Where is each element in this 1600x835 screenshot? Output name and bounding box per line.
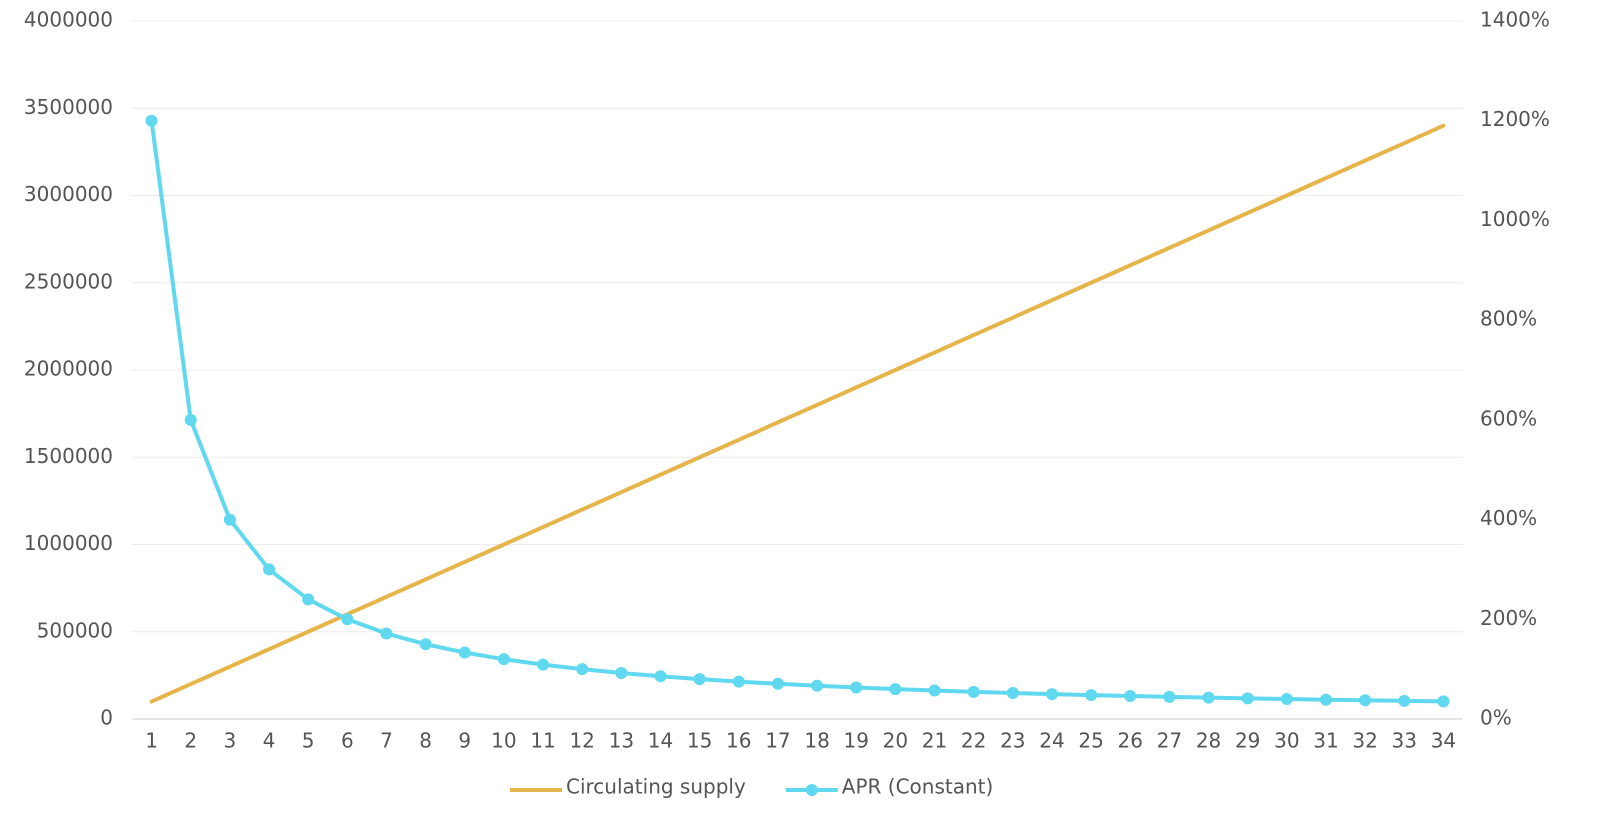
x-tick-label: 24 bbox=[1039, 729, 1064, 753]
y-tick-label: 2500000 bbox=[24, 269, 113, 293]
x-tick-label: 13 bbox=[609, 729, 634, 753]
x-tick-label: 34 bbox=[1431, 729, 1456, 753]
x-tick-label: 18 bbox=[804, 729, 829, 753]
point bbox=[967, 685, 980, 698]
point bbox=[1163, 690, 1176, 703]
series-line bbox=[149, 118, 1446, 704]
y-tick-label: 1500000 bbox=[24, 444, 113, 468]
x-tick-label: 5 bbox=[302, 729, 315, 753]
point bbox=[732, 675, 745, 688]
point bbox=[1398, 694, 1411, 707]
point bbox=[928, 684, 941, 697]
x-tick-label: 16 bbox=[726, 729, 751, 753]
y2-tick-label: 1400% bbox=[1480, 8, 1550, 32]
point bbox=[654, 670, 667, 683]
x-tick-label: 12 bbox=[569, 729, 594, 753]
point bbox=[889, 683, 902, 696]
x-tick-label: 4 bbox=[263, 729, 276, 753]
x-tick-label: 33 bbox=[1392, 729, 1417, 753]
legend-marker bbox=[805, 784, 818, 796]
y2-tick-label: 0% bbox=[1480, 706, 1512, 730]
point bbox=[263, 563, 276, 576]
point bbox=[693, 673, 706, 686]
point bbox=[302, 593, 315, 606]
y2-tick-label: 400% bbox=[1480, 506, 1537, 530]
x-tick-label: 7 bbox=[380, 729, 393, 753]
x-tick-label: 8 bbox=[419, 729, 432, 753]
x-tick-label: 9 bbox=[458, 729, 471, 753]
x-tick-label: 20 bbox=[883, 729, 908, 753]
y2-tick-label: 200% bbox=[1480, 606, 1537, 630]
series-line bbox=[149, 123, 1446, 704]
x-tick-label: 11 bbox=[530, 729, 555, 753]
point bbox=[341, 613, 354, 626]
point bbox=[537, 658, 550, 671]
x-tick-label: 23 bbox=[1000, 729, 1025, 753]
point bbox=[1124, 689, 1137, 702]
y-tick-label: 500000 bbox=[37, 618, 113, 642]
x-tick-label: 30 bbox=[1274, 729, 1299, 753]
y2-tick-label: 1000% bbox=[1480, 207, 1550, 231]
y-tick-label: 3000000 bbox=[24, 182, 113, 206]
x-tick-label: 6 bbox=[341, 729, 354, 753]
legend-label: Circulating supply bbox=[566, 775, 746, 799]
legend-label: APR (Constant) bbox=[842, 775, 994, 799]
y-tick-label: 3500000 bbox=[24, 95, 113, 119]
x-tick-label: 31 bbox=[1313, 729, 1338, 753]
point bbox=[1085, 689, 1098, 702]
x-tick-label: 10 bbox=[491, 729, 516, 753]
point bbox=[615, 666, 628, 679]
x-tick-label: 1 bbox=[145, 729, 158, 753]
x-tick-label: 2 bbox=[184, 729, 197, 753]
y2-tick-label: 800% bbox=[1480, 307, 1537, 331]
point bbox=[576, 663, 589, 676]
point bbox=[771, 677, 784, 690]
point bbox=[145, 114, 158, 127]
x-tick-label: 27 bbox=[1157, 729, 1182, 753]
x-tick-label: 19 bbox=[843, 729, 868, 753]
x-tick-label: 14 bbox=[648, 729, 673, 753]
point bbox=[1202, 691, 1215, 704]
x-tick-label: 21 bbox=[922, 729, 947, 753]
point bbox=[1045, 688, 1058, 701]
point bbox=[1006, 686, 1019, 699]
point bbox=[419, 638, 432, 651]
y2-tick-label: 600% bbox=[1480, 406, 1537, 430]
y-tick-label: 2000000 bbox=[24, 357, 113, 381]
x-tick-label: 22 bbox=[961, 729, 986, 753]
y-tick-label: 1000000 bbox=[24, 531, 113, 555]
x-tick-label: 29 bbox=[1235, 729, 1260, 753]
x-tick-label: 26 bbox=[1118, 729, 1143, 753]
point bbox=[1241, 692, 1254, 705]
point bbox=[1280, 693, 1293, 706]
x-tick-label: 32 bbox=[1352, 729, 1377, 753]
point bbox=[458, 646, 471, 659]
x-tick-label: 3 bbox=[224, 729, 237, 753]
point bbox=[380, 627, 393, 640]
point bbox=[850, 681, 863, 694]
y-tick-label: 0 bbox=[100, 706, 113, 730]
x-tick-label: 17 bbox=[765, 729, 790, 753]
y2-tick-label: 1200% bbox=[1480, 107, 1550, 131]
point bbox=[811, 679, 824, 692]
point bbox=[1359, 694, 1372, 707]
x-tick-label: 28 bbox=[1196, 729, 1221, 753]
y-tick-label: 4000000 bbox=[24, 8, 113, 32]
x-tick-label: 25 bbox=[1078, 729, 1103, 753]
point bbox=[1319, 693, 1332, 706]
x-tick-label: 15 bbox=[687, 729, 712, 753]
point bbox=[497, 653, 510, 666]
point bbox=[223, 513, 236, 526]
point bbox=[184, 413, 197, 426]
point bbox=[1437, 695, 1450, 708]
